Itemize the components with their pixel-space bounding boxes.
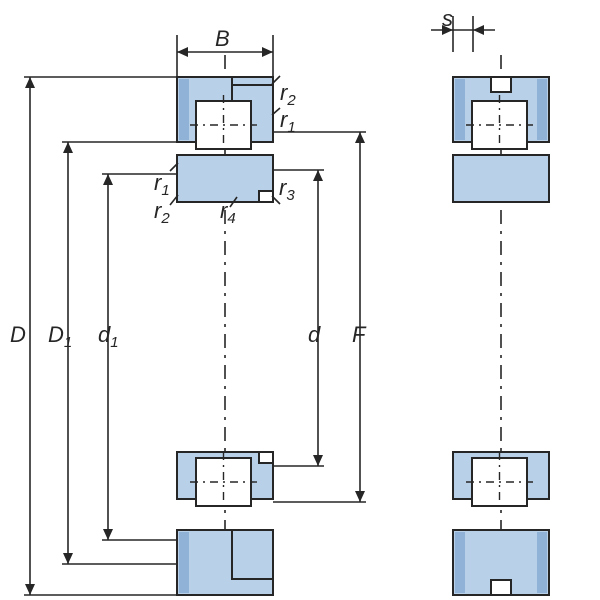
svg-text:B: B [215, 26, 230, 51]
svg-text:s: s [442, 6, 453, 31]
svg-text:F: F [352, 322, 367, 347]
svg-text:d: d [308, 322, 321, 347]
svg-text:r2: r2 [154, 198, 170, 227]
svg-text:r3: r3 [279, 175, 295, 204]
svg-text:d1: d1 [98, 322, 119, 351]
svg-text:r2: r2 [280, 80, 296, 109]
svg-text:r1: r1 [280, 107, 296, 136]
svg-text:D: D [10, 322, 26, 347]
